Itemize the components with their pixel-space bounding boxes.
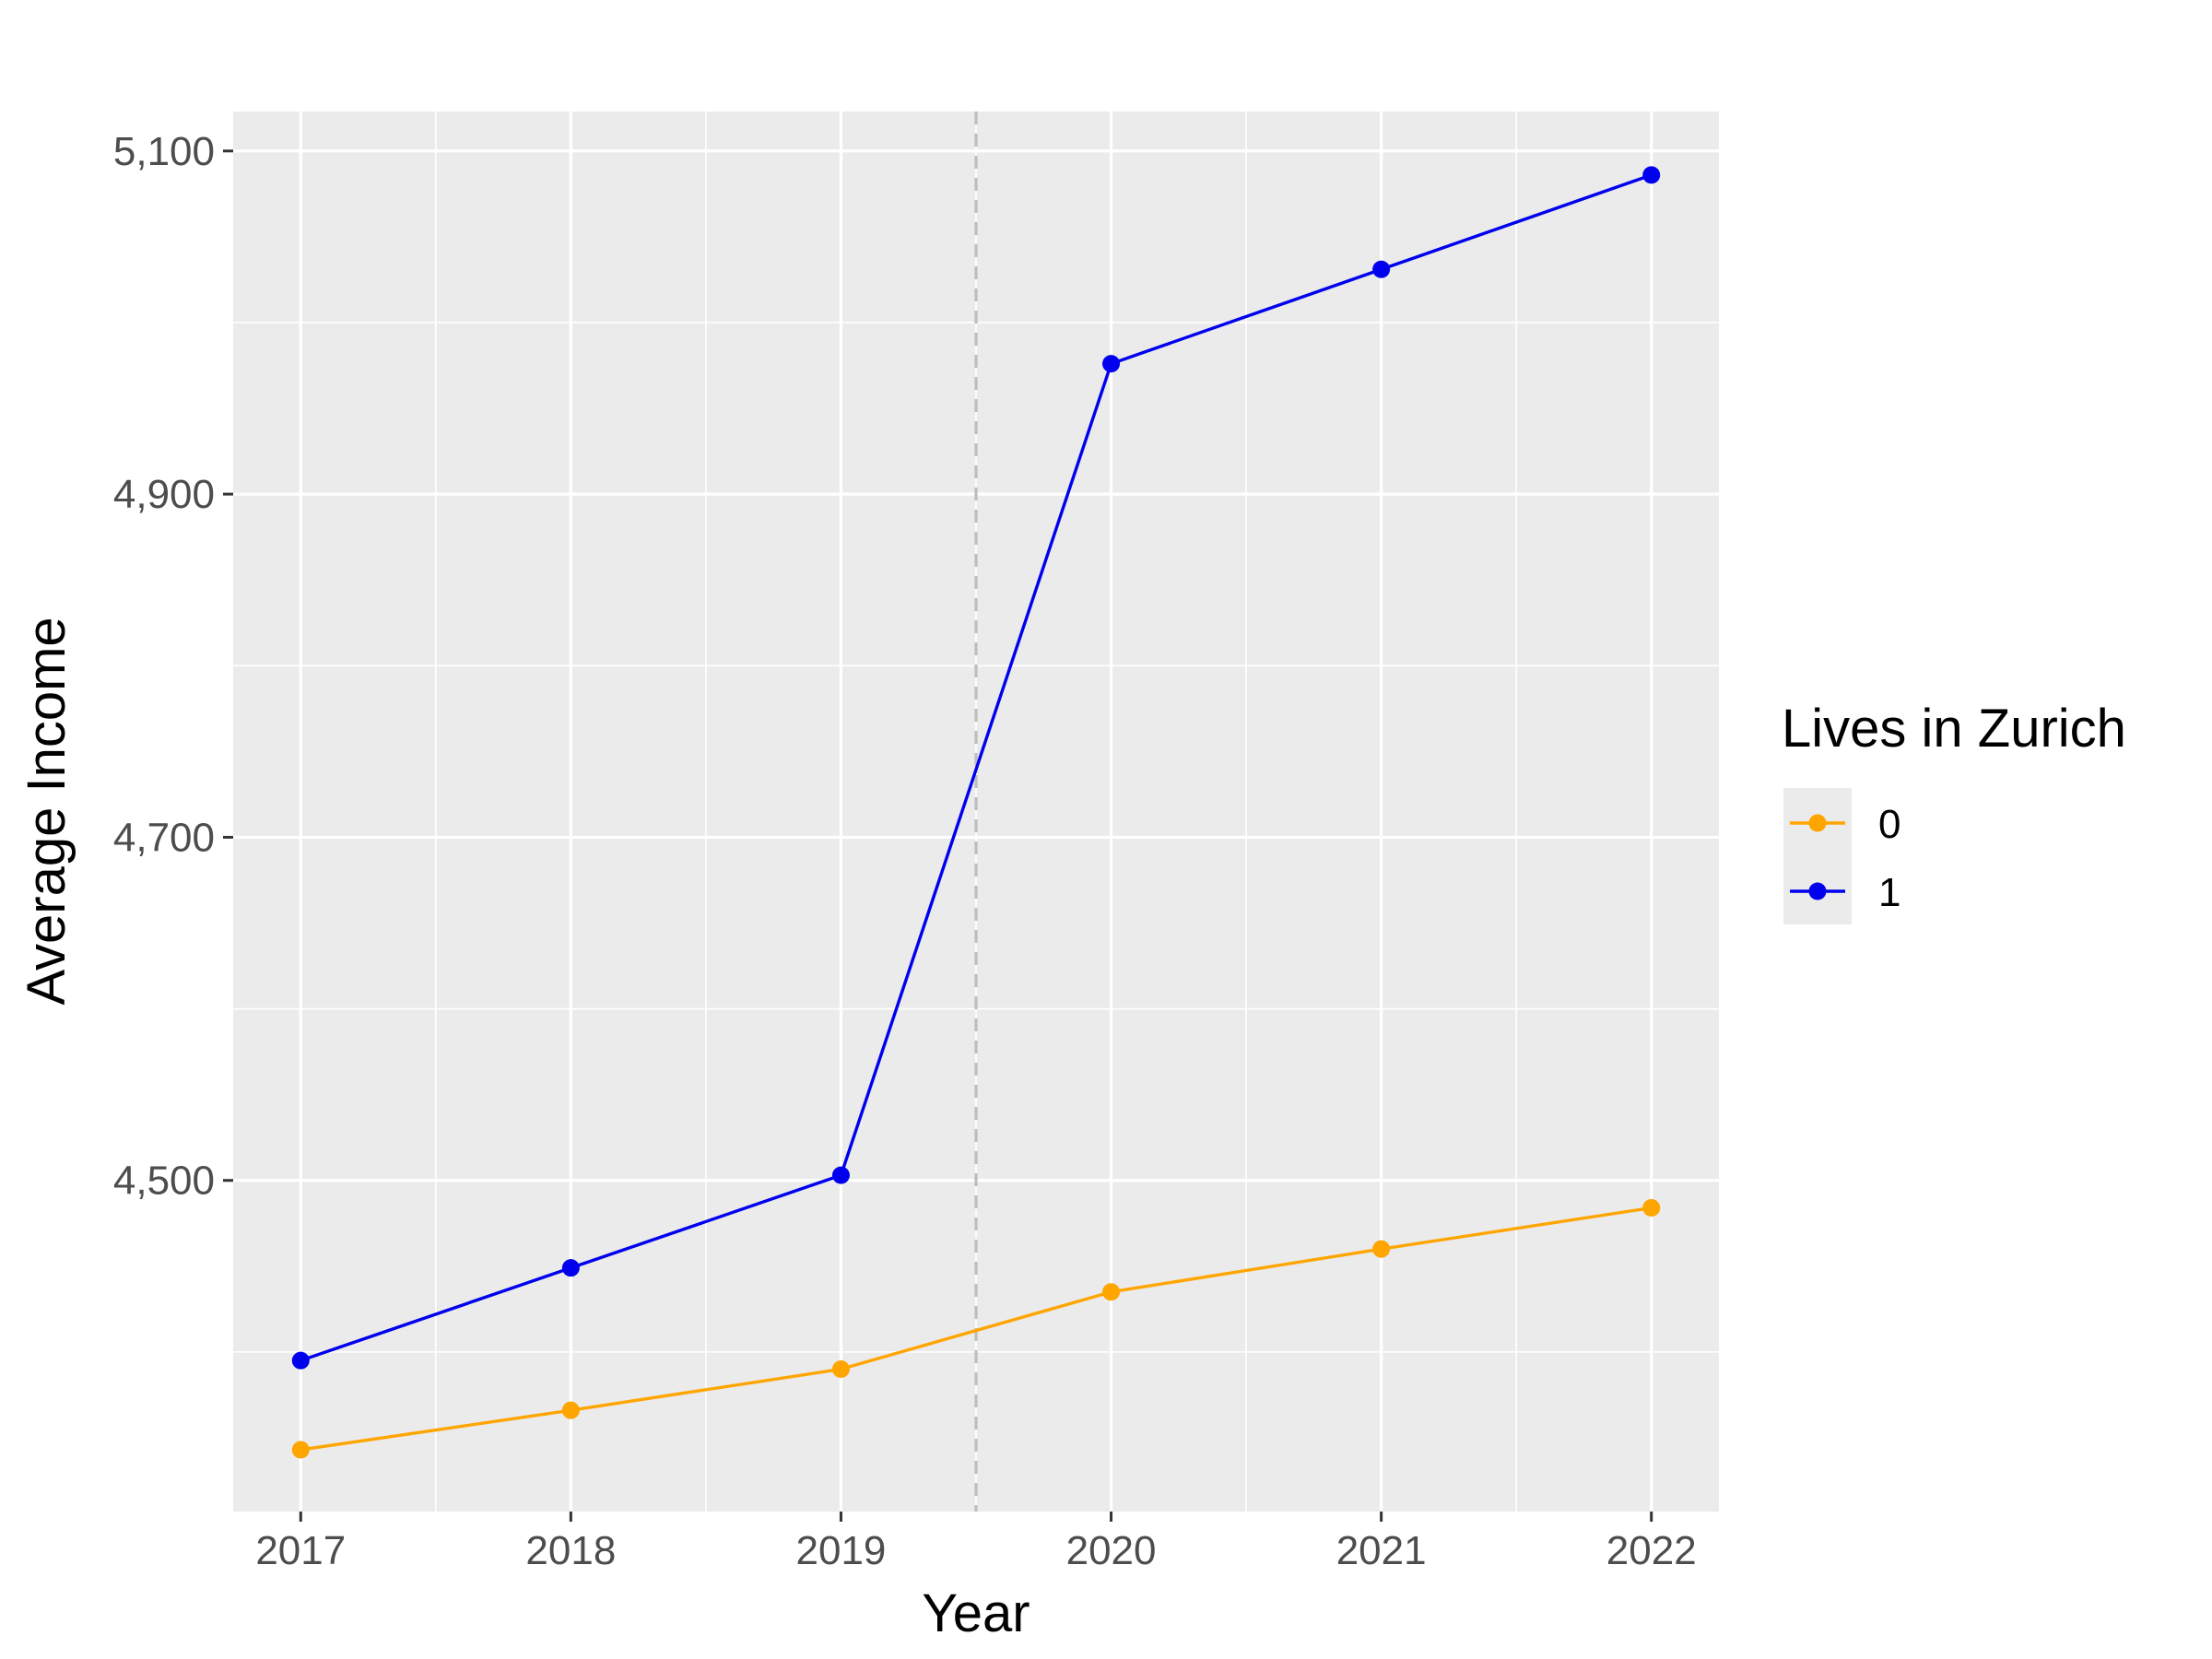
data-point-1 (1372, 260, 1391, 278)
x-axis: 2017 2018 2019 2020 2021 2022 (255, 1512, 1697, 1573)
legend-title: Lives in Zurich (1782, 699, 2126, 759)
data-point-0 (291, 1441, 310, 1459)
x-tick-label: 2018 (525, 1528, 616, 1573)
legend-label-0: 0 (1878, 802, 1900, 847)
series-line-1 (300, 173, 1653, 1362)
y-tick-label: 4,500 (113, 1159, 215, 1204)
y-tick-label: 4,900 (113, 472, 215, 517)
series-line-0 (300, 1206, 1652, 1452)
major-gridlines (233, 112, 1719, 1512)
x-axis-title: Year (922, 1583, 1030, 1643)
x-tick-label: 2017 (255, 1528, 346, 1573)
data-point-1 (561, 1259, 580, 1277)
data-point-1 (831, 1166, 850, 1184)
series-1 (291, 166, 1661, 1370)
data-point-1 (1642, 166, 1661, 184)
legend-key-background (1783, 788, 1852, 924)
x-tick-label: 2021 (1336, 1528, 1427, 1573)
x-tick-label: 2019 (796, 1528, 887, 1573)
data-point-1 (1102, 355, 1121, 373)
legend-label-1: 1 (1878, 870, 1900, 915)
data-point-0 (1372, 1240, 1391, 1258)
legend-key-point-0 (1808, 814, 1827, 832)
x-tick-label: 2020 (1066, 1528, 1157, 1573)
y-tick-label: 4,700 (113, 815, 215, 860)
x-tick-label: 2022 (1606, 1528, 1697, 1573)
legend: Lives in Zurich 0 1 (1782, 699, 2126, 924)
legend-key-point-1 (1808, 882, 1827, 900)
data-point-0 (831, 1359, 850, 1378)
y-axis: 4,500 4,700 4,900 5,100 (113, 129, 233, 1204)
y-tick-label: 5,100 (113, 129, 215, 174)
series-layer (291, 166, 1661, 1459)
data-point-0 (1102, 1283, 1121, 1301)
series-0 (291, 1199, 1661, 1459)
data-point-0 (1642, 1199, 1661, 1218)
data-point-1 (291, 1351, 310, 1370)
y-axis-title: Average Income (17, 617, 76, 1005)
data-point-0 (561, 1401, 580, 1419)
